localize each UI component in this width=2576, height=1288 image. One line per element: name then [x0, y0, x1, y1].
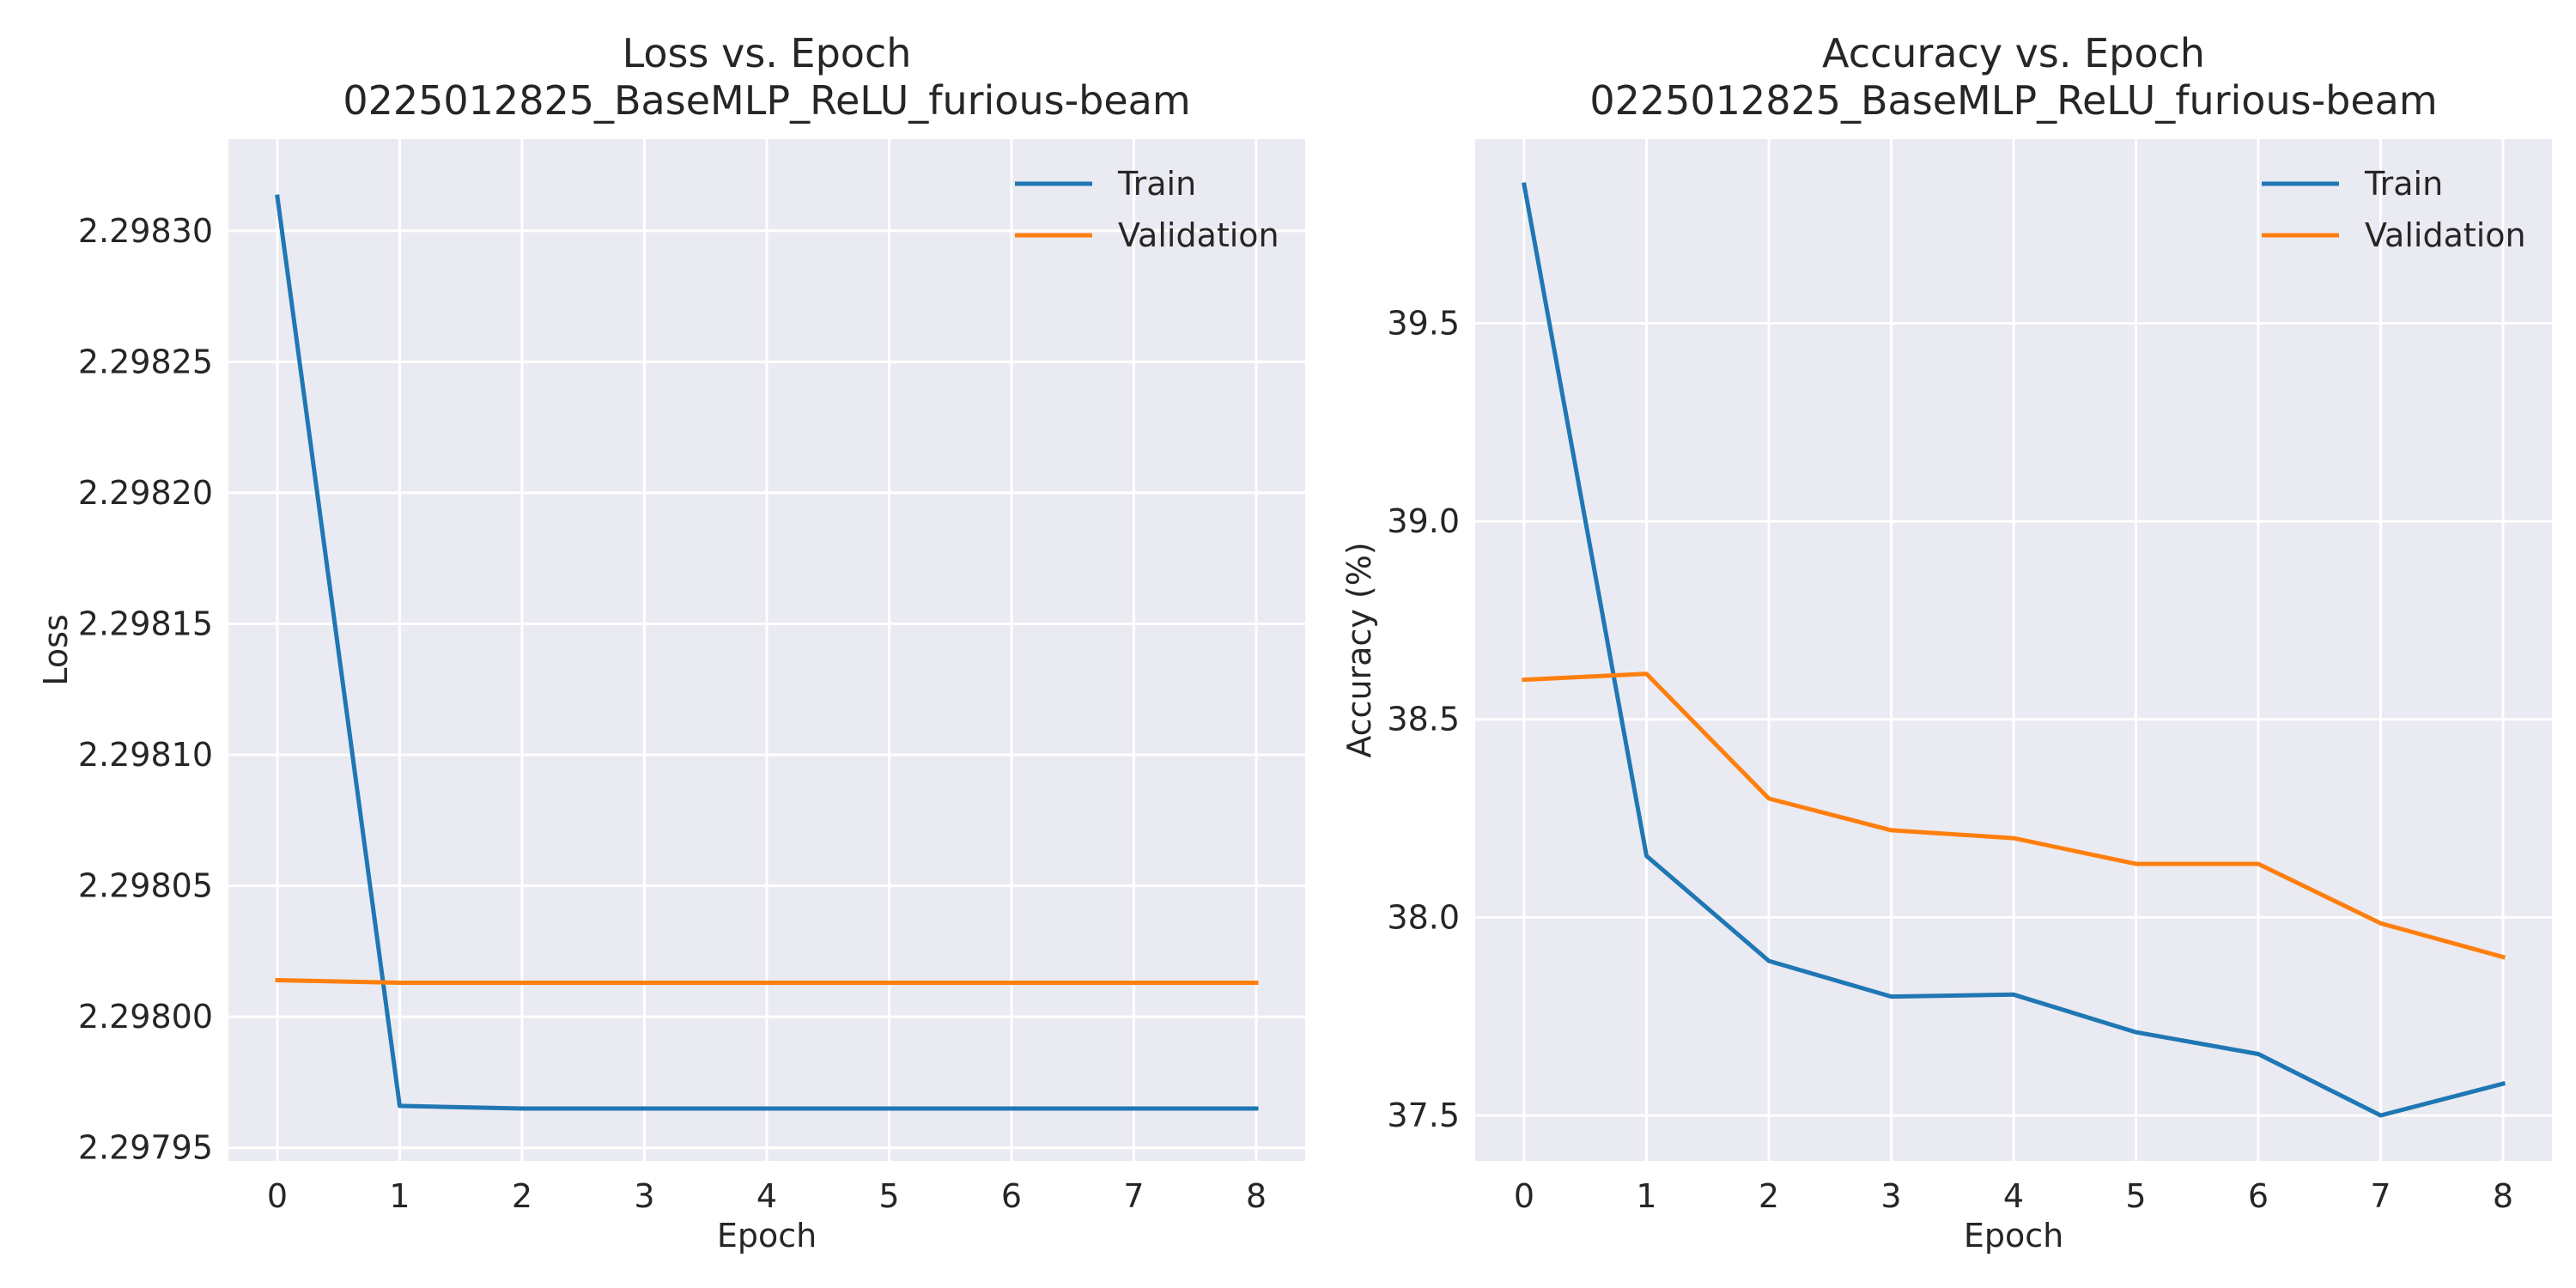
accuracy-x-tick-label: 0 — [1514, 1177, 1534, 1215]
accuracy-legend-validation-label: Validation — [2365, 216, 2526, 254]
loss-y-tick-label: 2.29825 — [78, 343, 213, 380]
loss-x-tick-label: 2 — [512, 1177, 532, 1215]
accuracy-x-tick-label: 3 — [1880, 1177, 1901, 1215]
loss-legend-train-label: Train — [1117, 165, 1196, 203]
loss-y-tick-label: 2.29815 — [78, 605, 213, 642]
loss-x-tick-label: 8 — [1246, 1177, 1267, 1215]
accuracy-chart-subtitle: 0225012825_BaseMLP_ReLU_furious-beam — [1589, 77, 2437, 124]
loss-y-tick-label: 2.29795 — [78, 1129, 213, 1167]
accuracy-chart-title: Accuracy vs. Epoch — [1822, 30, 2205, 76]
accuracy-chart: 37.5 38.0 38.5 39.0 39.5 0 1 2 3 4 5 6 7 8 Accuracy vs… — [1340, 30, 2552, 1255]
loss-x-tick-label: 0 — [267, 1177, 288, 1215]
loss-x-tick-label: 4 — [756, 1177, 777, 1215]
loss-chart-title: Loss vs. Epoch — [623, 30, 912, 76]
loss-y-tick-label: 2.29810 — [78, 736, 213, 774]
accuracy-series-validation-line — [1522, 671, 2506, 960]
loss-legend-validation-label: Validation — [1118, 216, 1279, 254]
loss-x-axis-label: Epoch — [717, 1217, 817, 1255]
loss-chart-subtitle: 0225012825_BaseMLP_ReLU_furious-beam — [343, 77, 1190, 124]
loss-y-tick-label: 2.29805 — [78, 867, 213, 905]
accuracy-x-axis-label: Epoch — [1964, 1217, 2063, 1255]
loss-series-validation-line — [275, 977, 1259, 985]
accuracy-y-tick-label: 39.0 — [1387, 502, 1460, 540]
accuracy-y-tick-label: 38.0 — [1387, 898, 1460, 936]
loss-y-axis-label: Loss — [37, 614, 75, 685]
accuracy-x-tick-label: 6 — [2248, 1177, 2269, 1215]
accuracy-legend-train-label: Train — [2364, 165, 2443, 203]
accuracy-y-tick-label: 37.5 — [1387, 1097, 1460, 1134]
accuracy-x-tick-label: 1 — [1636, 1177, 1656, 1215]
loss-x-tick-label: 6 — [1001, 1177, 1022, 1215]
loss-series-train-line — [275, 194, 1259, 1111]
accuracy-y-axis-label: Accuracy (%) — [1340, 542, 1378, 757]
accuracy-y-tick-label: 38.5 — [1387, 701, 1460, 738]
loss-x-tick-label: 7 — [1123, 1177, 1144, 1215]
loss-y-tick-label: 2.29820 — [78, 474, 213, 512]
accuracy-x-tick-label: 5 — [2125, 1177, 2146, 1215]
loss-y-tick-label: 2.29830 — [78, 212, 213, 250]
accuracy-series-train-line — [1522, 182, 2506, 1118]
loss-x-tick-label: 3 — [634, 1177, 654, 1215]
accuracy-x-tick-label: 8 — [2493, 1177, 2513, 1215]
accuracy-y-tick-label: 39.5 — [1387, 304, 1460, 342]
loss-chart: 2.29795 2.29800 2.29805 2.29810 2.29815 2.298… — [37, 30, 1305, 1255]
loss-y-tick-label: 2.29800 — [78, 998, 213, 1036]
accuracy-x-tick-label: 2 — [1759, 1177, 1779, 1215]
accuracy-x-tick-label: 7 — [2370, 1177, 2391, 1215]
accuracy-x-tick-label: 4 — [2003, 1177, 2024, 1215]
loss-x-tick-label: 5 — [878, 1177, 899, 1215]
loss-x-tick-label: 1 — [389, 1177, 410, 1215]
